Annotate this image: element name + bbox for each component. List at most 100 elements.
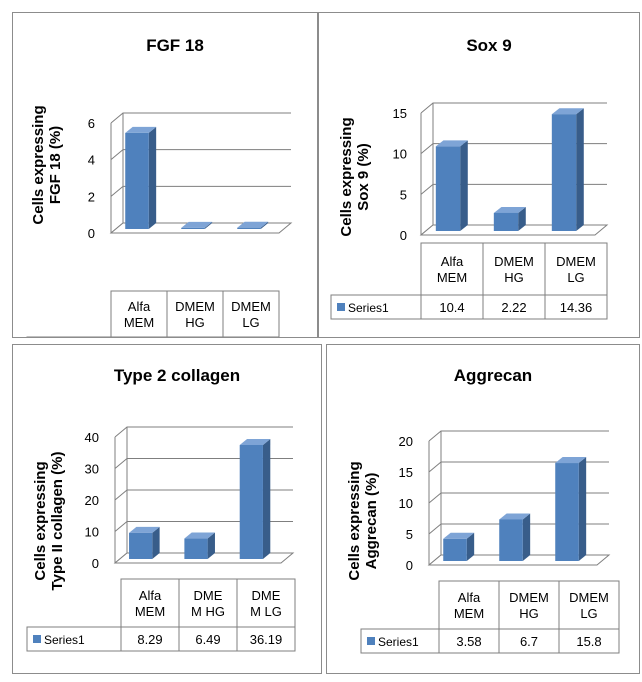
chart-type2-collagen: Type 2 collagen Cells expressingType II c… <box>26 366 296 652</box>
y-tick-label: 10 <box>399 496 413 511</box>
data-value-label: 36.19 <box>250 632 283 647</box>
legend-series-name: Series1 <box>44 633 85 647</box>
x-category-label: MEM <box>454 606 484 621</box>
y-tick-label: 40 <box>85 430 99 445</box>
chart-panel-fgf18: FGF 18 Cells expressingFGF 18 (%) 0 2 4 6 Alfa… <box>12 12 318 338</box>
x-category-label: M LG <box>250 604 282 619</box>
bar <box>555 463 579 561</box>
y-tick-label: 10 <box>85 525 99 540</box>
x-category-label: LG <box>567 270 584 285</box>
data-table-legend-cell <box>360 628 440 654</box>
data-value-label: 6.7 <box>520 634 538 649</box>
bar <box>435 146 461 231</box>
y-axis-label-line: Aggrecan (%) <box>363 473 380 570</box>
y-axis-label: Cells expressingAggrecan (%) <box>346 461 380 580</box>
y-axis-label-line: Cells expressing <box>32 461 49 580</box>
gridline <box>114 426 293 438</box>
y-tick-label: 4 <box>88 153 95 168</box>
chart-fgf18: FGF 18 Cells expressingFGF 18 (%) 0 2 4 6 Alfa… <box>26 36 293 337</box>
legend-key <box>337 303 345 311</box>
y-tick-label: 15 <box>399 465 413 480</box>
y-tick-label: 30 <box>85 462 99 477</box>
gridline <box>428 430 609 442</box>
y-tick-label: 20 <box>85 493 99 508</box>
bar-side <box>207 532 215 559</box>
y-tick-label: 0 <box>400 228 407 243</box>
x-category-label: HG <box>519 606 539 621</box>
bar-side <box>576 108 584 231</box>
x-category-label: MEM <box>124 315 154 330</box>
gridline <box>110 112 291 124</box>
y-tick-label: 0 <box>92 556 99 571</box>
x-category-label: Alfa <box>458 590 481 605</box>
bar-top <box>435 140 468 147</box>
bar-top <box>129 526 160 533</box>
legend-series-name: Series1 <box>378 635 419 649</box>
x-category-label: Alfa <box>128 299 151 314</box>
bar-top <box>239 439 271 446</box>
data-table-legend-cell <box>26 626 122 652</box>
x-category-label: MEM <box>437 270 467 285</box>
bar-side <box>522 513 531 561</box>
data-table-frame <box>420 242 608 320</box>
legend-key <box>33 635 41 643</box>
x-category-label: DMEM <box>175 299 215 314</box>
bar <box>499 519 523 561</box>
chart-panel-aggrecan: Aggrecan Cells expressingAggrecan (%) 0 5 10… <box>326 344 640 674</box>
bar-side <box>204 221 213 229</box>
bar <box>181 227 205 229</box>
x-category-label: DME <box>194 588 223 603</box>
bar-top <box>551 108 584 115</box>
data-value-label: 2.22 <box>501 300 526 315</box>
chart-title: Type 2 collagen <box>114 366 240 385</box>
x-category-label: Alfa <box>441 254 464 269</box>
bar-top <box>184 532 215 539</box>
y-tick-label: 5 <box>400 187 407 202</box>
y-tick-label: 20 <box>399 434 413 449</box>
x-category-label: DMEM <box>231 299 271 314</box>
data-table-frame <box>438 580 620 654</box>
bar-side <box>148 126 157 229</box>
data-value-label: 3.58 <box>456 634 481 649</box>
bar-top <box>125 126 157 133</box>
data-value-label: 15.8 <box>576 634 601 649</box>
bar-side <box>152 526 160 559</box>
x-category-label: LG <box>242 315 259 330</box>
chart-title: Aggrecan <box>454 366 532 385</box>
bar-top <box>237 221 269 228</box>
data-value-label: 14.36 <box>560 300 593 315</box>
y-axis-label: Cells expressingType II collagen (%) <box>32 452 66 591</box>
chart-panel-sox9: Sox 9 Cells expressingSox 9 (%) 0 5 10 15 Alfa… <box>318 12 640 338</box>
bar <box>184 538 208 559</box>
chart-title: FGF 18 <box>146 36 204 55</box>
bar <box>237 227 261 229</box>
y-axis-label: Cells expressingFGF 18 (%) <box>30 105 64 224</box>
legend-key <box>367 637 375 645</box>
y-axis-label-line: Type II collagen (%) <box>49 452 66 591</box>
x-category-label: DMEM <box>509 590 549 605</box>
y-tick-label: 15 <box>393 106 407 121</box>
legend-series-name: Series1 <box>348 301 389 315</box>
y-tick-label: 10 <box>393 147 407 162</box>
y-axis-label: Cells expressingSox 9 (%) <box>338 117 372 236</box>
bar-side <box>518 206 526 231</box>
y-axis-label-line: Cells expressing <box>338 117 355 236</box>
y-axis-label-line: Cells expressing <box>346 461 363 580</box>
y-tick-label: 0 <box>406 558 413 573</box>
chart-panel-type2-collagen: Type 2 collagen Cells expressingType II c… <box>12 344 322 674</box>
bar <box>129 532 153 559</box>
y-tick-label: 6 <box>88 116 95 131</box>
data-table-frame <box>110 290 280 337</box>
x-category-label: DME <box>252 588 281 603</box>
bar-side <box>262 439 271 559</box>
bar <box>493 212 519 231</box>
data-value-label: 6.49 <box>195 632 220 647</box>
bar <box>443 538 467 561</box>
bar-side <box>460 140 468 231</box>
y-tick-label: 5 <box>406 527 413 542</box>
data-value-label: 10.4 <box>439 300 464 315</box>
x-category-label: M HG <box>191 604 225 619</box>
x-category-label: DMEM <box>556 254 596 269</box>
x-category-label: DMEM <box>494 254 534 269</box>
bar-top <box>181 221 213 228</box>
